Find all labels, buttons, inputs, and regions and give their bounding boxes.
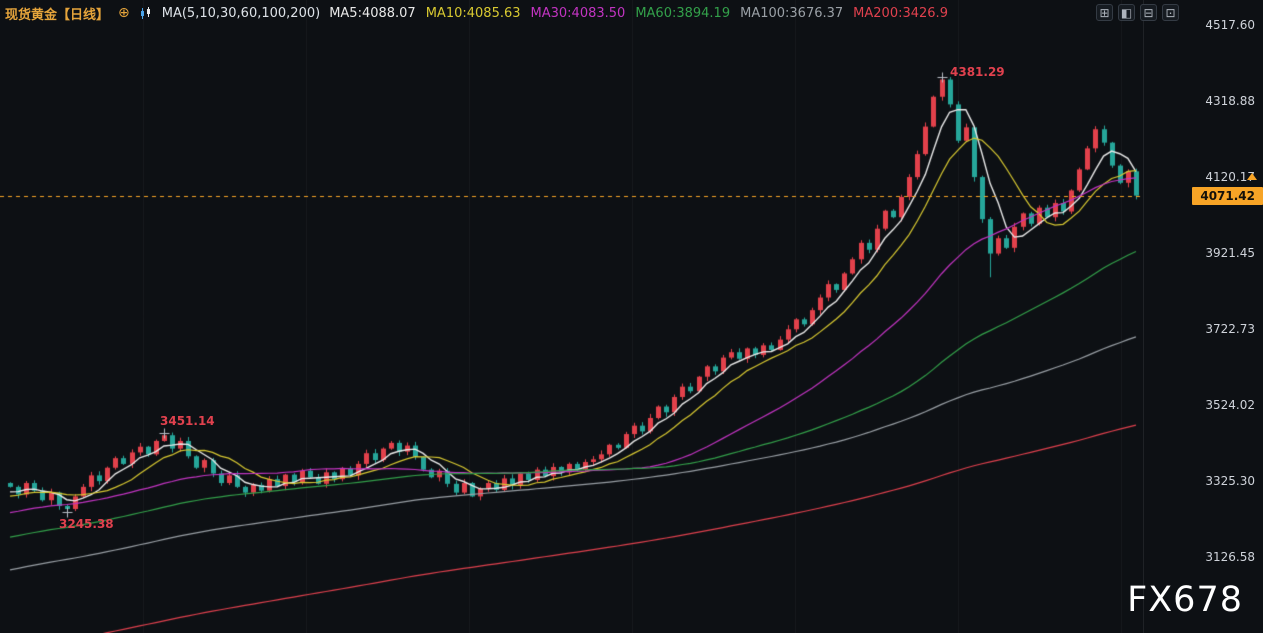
ma-settings-label[interactable]: MA(5,10,30,60,100,200)	[161, 5, 321, 21]
chart-legend: 现货黄金【日线】 ⊕ MA(5,10,30,60,100,200) MA5:40…	[5, 3, 948, 23]
axis-price-label: 3921.45	[1205, 246, 1255, 260]
pane-split-left-icon[interactable]: ◧	[1118, 4, 1135, 21]
legend-ma-item: MA100:3676.37	[740, 5, 844, 21]
chart-toolbar: ⊞ ◧ ⊟ ⊡	[1096, 4, 1179, 21]
extreme-price-label: 4381.29	[950, 65, 1005, 79]
pane-maximize-icon[interactable]: ⊡	[1162, 4, 1179, 21]
fx678-watermark: FX678	[1127, 580, 1243, 620]
axis-price-label: 4517.60	[1205, 18, 1255, 32]
axis-price-label: 3126.58	[1205, 550, 1255, 564]
extreme-price-label: 3245.38	[59, 517, 114, 531]
extreme-price-label: 3451.14	[160, 414, 215, 428]
axis-price-label: 4120.17	[1205, 170, 1255, 184]
axis-price-label: 3524.02	[1205, 398, 1255, 412]
axis-price-label: 4318.88	[1205, 94, 1255, 108]
legend-ma-item: MA5:4088.07	[329, 5, 416, 21]
add-indicator-icon[interactable]: ⊕	[118, 5, 130, 21]
instrument-title: 现货黄金【日线】	[5, 7, 110, 23]
pane-split-bottom-icon[interactable]: ⊟	[1140, 4, 1157, 21]
candlestick-style-icon[interactable]	[139, 6, 153, 20]
legend-ma-item: MA10:4085.63	[425, 5, 521, 21]
current-price-tag: 4071.42	[1192, 186, 1263, 205]
axis-price-label: 3325.30	[1205, 474, 1255, 488]
legend-ma-item: MA200:3426.9	[853, 5, 948, 21]
legend-ma-item: MA60:3894.19	[635, 5, 731, 21]
price-axis[interactable]: 4517.60 4318.88 4120.17 3921.45 3722.73 3524.…	[1143, 0, 1263, 633]
price-up-arrow	[1247, 172, 1257, 180]
legend-ma-items: MA5:4088.07 MA10:4085.63 MA30:4083.50 MA60:…	[329, 6, 948, 21]
legend-ma-item: MA30:4083.50	[530, 5, 626, 21]
panes-grid-icon[interactable]: ⊞	[1096, 4, 1113, 21]
axis-price-label: 3722.73	[1205, 322, 1255, 336]
